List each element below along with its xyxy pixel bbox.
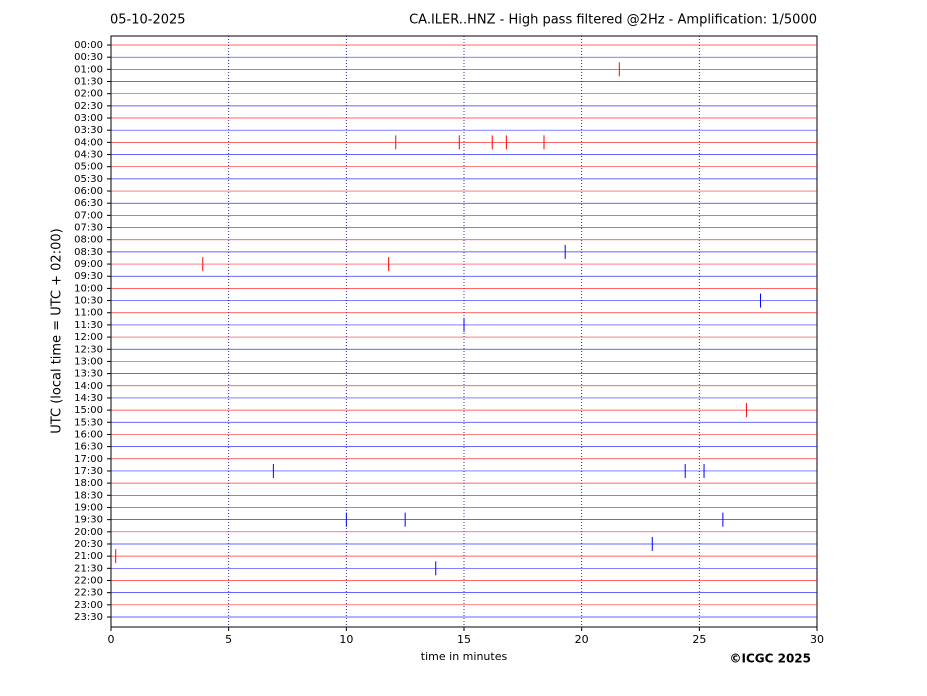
y-tick-label: 21:00 bbox=[74, 551, 103, 562]
y-tick-label: 23:30 bbox=[74, 612, 103, 623]
y-tick-label: 05:30 bbox=[74, 174, 103, 185]
chart-date: 05-10-2025 bbox=[110, 13, 186, 28]
y-tick-label: 19:00 bbox=[74, 502, 103, 513]
y-tick-label: 01:30 bbox=[74, 77, 103, 88]
x-tick-label: 30 bbox=[810, 633, 824, 646]
y-tick-label: 14:30 bbox=[74, 393, 103, 404]
y-tick-label: 09:00 bbox=[74, 259, 103, 270]
y-tick-label: 08:00 bbox=[74, 235, 103, 246]
y-tick-label: 02:00 bbox=[74, 89, 103, 100]
y-tick-label: 04:00 bbox=[74, 137, 103, 148]
x-tick-label: 20 bbox=[575, 633, 589, 646]
y-tick-label: 02:30 bbox=[74, 101, 103, 112]
y-tick-label: 12:00 bbox=[74, 332, 103, 343]
y-tick-label: 22:00 bbox=[74, 575, 103, 586]
y-tick-label: 09:30 bbox=[74, 271, 103, 282]
y-tick-label: 11:00 bbox=[74, 308, 103, 319]
x-tick-label: 5 bbox=[225, 633, 232, 646]
y-tick-label: 00:00 bbox=[74, 40, 103, 51]
y-tick-label: 07:00 bbox=[74, 210, 103, 221]
y-tick-label: 23:00 bbox=[74, 600, 103, 611]
y-tick-label: 13:30 bbox=[74, 369, 103, 380]
y-tick-label: 10:00 bbox=[74, 283, 103, 294]
y-axis-label: UTC (local time = UTC + 02:00) bbox=[50, 228, 65, 433]
y-tick-label: 06:30 bbox=[74, 198, 103, 209]
y-tick-label: 08:30 bbox=[74, 247, 103, 258]
y-tick-label: 22:30 bbox=[74, 588, 103, 599]
y-tick-label: 15:30 bbox=[74, 417, 103, 428]
y-tick-label: 03:00 bbox=[74, 113, 103, 124]
y-tick-label: 16:00 bbox=[74, 429, 103, 440]
y-tick-label: 20:30 bbox=[74, 539, 103, 550]
y-tick-label: 10:30 bbox=[74, 296, 103, 307]
y-tick-label: 13:00 bbox=[74, 356, 103, 367]
y-tick-label: 07:30 bbox=[74, 223, 103, 234]
y-tick-label: 19:30 bbox=[74, 515, 103, 526]
y-tick-label: 15:00 bbox=[74, 405, 103, 416]
y-tick-label: 00:30 bbox=[74, 52, 103, 63]
y-tick-label: 17:00 bbox=[74, 454, 103, 465]
y-tick-label: 18:00 bbox=[74, 478, 103, 489]
y-tick-label: 17:30 bbox=[74, 466, 103, 477]
y-tick-label: 03:30 bbox=[74, 125, 103, 136]
x-tick-label: 0 bbox=[108, 633, 115, 646]
y-tick-label: 01:00 bbox=[74, 64, 103, 75]
y-tick-label: 04:30 bbox=[74, 150, 103, 161]
y-tick-label: 21:30 bbox=[74, 563, 103, 574]
y-tick-label: 14:00 bbox=[74, 381, 103, 392]
y-tick-label: 06:00 bbox=[74, 186, 103, 197]
x-tick-label: 15 bbox=[457, 633, 471, 646]
x-axis-label: time in minutes bbox=[421, 650, 508, 663]
chart-title: CA.ILER..HNZ - High pass filtered @2Hz -… bbox=[409, 13, 817, 28]
y-tick-label: 05:00 bbox=[74, 162, 103, 173]
y-tick-label: 18:30 bbox=[74, 490, 103, 501]
credit: ©ICGC 2025 bbox=[729, 652, 811, 666]
y-tick-label: 20:00 bbox=[74, 527, 103, 538]
y-tick-label: 12:30 bbox=[74, 344, 103, 355]
x-tick-label: 10 bbox=[339, 633, 353, 646]
x-tick-label: 25 bbox=[692, 633, 706, 646]
y-tick-label: 16:30 bbox=[74, 442, 103, 453]
y-tick-label: 11:30 bbox=[74, 320, 103, 331]
